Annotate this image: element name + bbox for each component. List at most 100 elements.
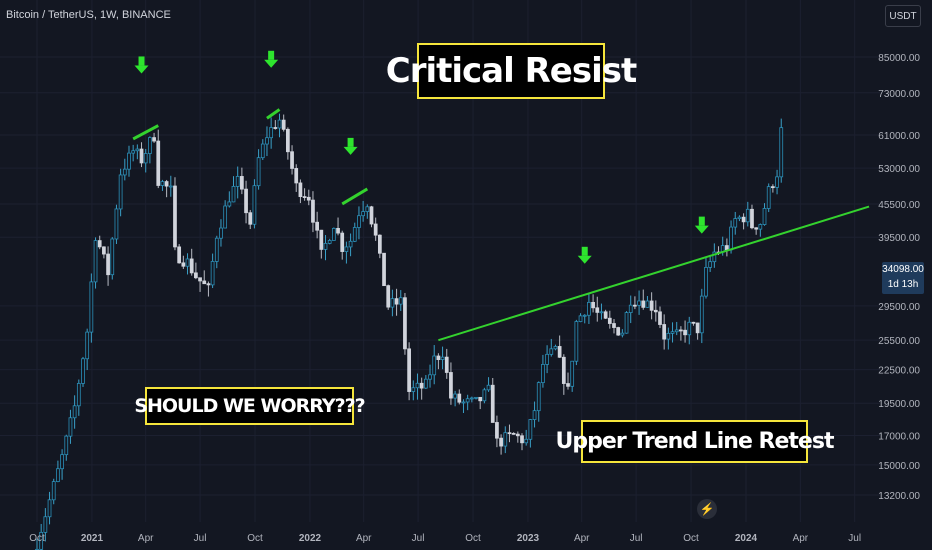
candle [118, 168, 123, 217]
currency-button[interactable]: USDT [885, 5, 921, 27]
y-tick-label: 15000.00 [878, 461, 920, 472]
x-tick-label: Apr [793, 533, 809, 544]
candle [771, 184, 775, 193]
candle [495, 415, 499, 448]
candle [741, 213, 746, 230]
y-tick-label: 53000.00 [878, 164, 920, 175]
candle [361, 200, 365, 222]
candle [428, 364, 432, 388]
candle [490, 377, 495, 423]
candle [474, 396, 478, 400]
x-tick-label: Apr [138, 533, 154, 544]
candle [164, 179, 169, 198]
lightning-icon[interactable]: ⚡ [697, 499, 717, 519]
candle [51, 478, 56, 505]
candle [687, 316, 692, 345]
candle [127, 145, 131, 177]
candle [189, 248, 194, 276]
x-tick-label: 2021 [81, 533, 104, 544]
candle [331, 227, 336, 241]
candle [733, 211, 738, 235]
candle [482, 387, 487, 404]
candle [256, 149, 261, 190]
candle [658, 306, 662, 329]
candle [294, 164, 299, 192]
candle [260, 139, 265, 161]
candle [670, 322, 675, 343]
candle [177, 244, 182, 264]
x-tick-label: Oct [247, 533, 263, 544]
trend-line-layer [438, 205, 870, 342]
candle [386, 284, 391, 310]
candle [641, 289, 646, 310]
candle [520, 433, 524, 451]
x-tick-label: Oct [29, 533, 45, 544]
peak-marker-line [266, 108, 281, 120]
candle [620, 329, 625, 338]
candle [43, 508, 48, 542]
candle [415, 373, 420, 400]
candle [252, 179, 257, 229]
candle [39, 523, 44, 550]
down-arrows [134, 50, 709, 264]
candle [507, 424, 512, 443]
x-tick-label: Jul [848, 533, 861, 544]
candle [599, 303, 604, 320]
candle [662, 314, 667, 350]
candle [290, 145, 294, 175]
candle [122, 158, 127, 181]
candle [528, 418, 533, 448]
peak-marker-line [132, 124, 159, 141]
candle [453, 390, 457, 407]
candle [566, 372, 570, 390]
candle [708, 256, 713, 272]
candle [369, 205, 374, 228]
candle [365, 204, 370, 219]
candle [674, 321, 679, 336]
candle [574, 319, 579, 366]
candle [106, 246, 110, 286]
candle [173, 177, 177, 251]
peak-marker-line [341, 187, 369, 206]
candle [595, 296, 600, 322]
y-tick-label: 22500.00 [878, 366, 920, 377]
candle [465, 394, 470, 411]
candle [779, 118, 784, 183]
candle [553, 344, 558, 351]
candle [244, 180, 248, 224]
candle [56, 460, 60, 483]
x-tick-label: Oct [683, 533, 699, 544]
x-tick-label: Oct [465, 533, 481, 544]
candle [131, 144, 136, 162]
candle [68, 409, 73, 444]
candle [419, 377, 424, 400]
down-arrow-icon [134, 56, 149, 74]
candle [511, 432, 516, 435]
candle [152, 132, 156, 143]
candle [319, 229, 324, 259]
candle [139, 142, 144, 168]
candle [281, 114, 286, 132]
should-we-worry-label: SHOULD WE WORRY??? [134, 387, 366, 425]
candle [683, 320, 687, 343]
candle [557, 335, 562, 358]
candle [549, 338, 554, 357]
candle [235, 166, 240, 199]
y-tick-label: 19500.00 [878, 399, 920, 410]
candle [277, 113, 282, 138]
candle [745, 201, 750, 227]
candle [699, 288, 704, 344]
candle [135, 144, 140, 160]
candle [758, 223, 763, 237]
candle [423, 375, 428, 390]
candle [240, 167, 244, 195]
candle [407, 342, 411, 401]
symbol-title[interactable]: Bitcoin / TetherUS, 1W, BINANCE [6, 9, 171, 21]
candle [725, 238, 729, 257]
candle [214, 235, 219, 269]
candle [336, 217, 340, 236]
candle [587, 293, 591, 324]
candle [202, 270, 207, 285]
candle [348, 233, 353, 257]
